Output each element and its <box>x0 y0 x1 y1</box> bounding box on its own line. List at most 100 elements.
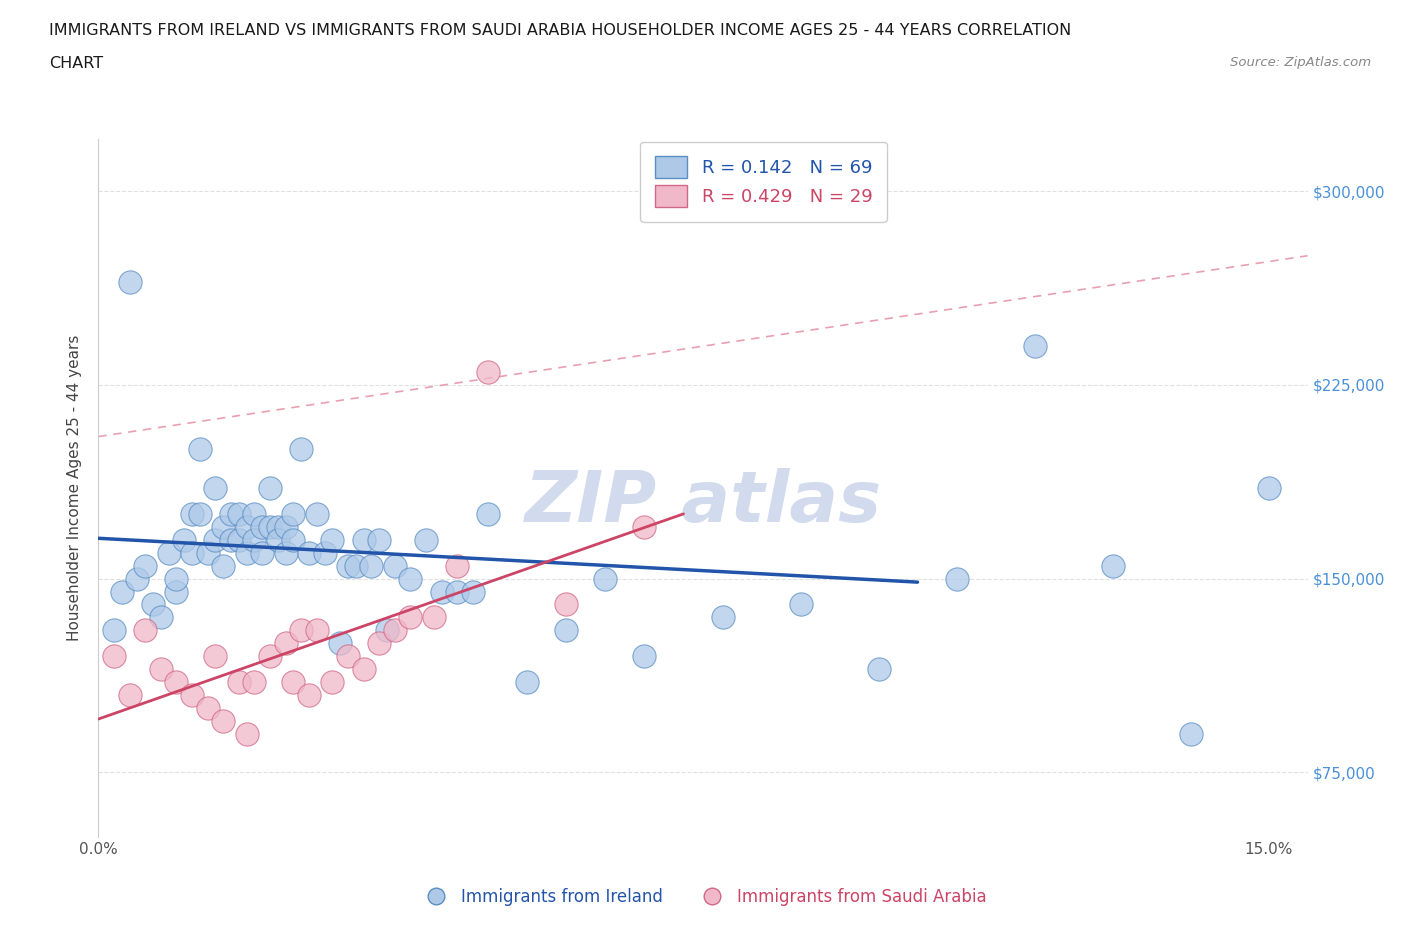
Point <box>305 507 328 522</box>
Point <box>477 365 499 379</box>
Point <box>290 623 312 638</box>
Point <box>353 661 375 676</box>
Text: IMMIGRANTS FROM IRELAND VS IMMIGRANTS FROM SAUDI ARABIA HOUSEHOLDER INCOME AGES : IMMIGRANTS FROM IRELAND VS IMMIGRANTS FR… <box>49 23 1071 38</box>
Point <box>633 649 655 664</box>
Point <box>368 533 391 548</box>
Point <box>228 507 250 522</box>
Point <box>321 533 343 548</box>
Point <box>1257 481 1279 496</box>
Point <box>283 507 305 522</box>
Point <box>274 545 297 560</box>
Point <box>204 481 226 496</box>
Point <box>337 558 360 573</box>
Point <box>181 687 204 702</box>
Point <box>188 442 211 457</box>
Legend: Immigrants from Ireland, Immigrants from Saudi Arabia: Immigrants from Ireland, Immigrants from… <box>412 881 994 912</box>
Point <box>321 674 343 689</box>
Point <box>173 533 195 548</box>
Point <box>267 520 290 535</box>
Point <box>329 636 352 651</box>
Point <box>789 597 811 612</box>
Point <box>555 597 578 612</box>
Point <box>314 545 336 560</box>
Point <box>430 584 453 599</box>
Point <box>252 545 274 560</box>
Point <box>252 520 274 535</box>
Point <box>399 610 422 625</box>
Point <box>868 661 890 676</box>
Point <box>157 545 180 560</box>
Point <box>711 610 734 625</box>
Point <box>212 713 235 728</box>
Point <box>212 520 235 535</box>
Point <box>235 545 257 560</box>
Point <box>555 623 578 638</box>
Point <box>290 442 312 457</box>
Point <box>127 571 149 586</box>
Point <box>118 274 141 289</box>
Point <box>243 674 266 689</box>
Point <box>204 649 226 664</box>
Point <box>368 636 391 651</box>
Point <box>149 610 172 625</box>
Point <box>165 674 187 689</box>
Point <box>103 649 125 664</box>
Point <box>274 636 297 651</box>
Point <box>274 520 297 535</box>
Point <box>461 584 484 599</box>
Point <box>134 623 156 638</box>
Point <box>103 623 125 638</box>
Point <box>219 507 242 522</box>
Point <box>298 687 321 702</box>
Point <box>298 545 321 560</box>
Point <box>446 584 468 599</box>
Point <box>375 623 398 638</box>
Point <box>945 571 967 586</box>
Point <box>344 558 367 573</box>
Point <box>1101 558 1123 573</box>
Point <box>259 481 281 496</box>
Point <box>134 558 156 573</box>
Point <box>235 520 257 535</box>
Point <box>228 674 250 689</box>
Y-axis label: Householder Income Ages 25 - 44 years: Householder Income Ages 25 - 44 years <box>67 335 83 642</box>
Point <box>212 558 235 573</box>
Point <box>1024 339 1046 353</box>
Point <box>337 649 360 664</box>
Point <box>204 533 226 548</box>
Text: Source: ZipAtlas.com: Source: ZipAtlas.com <box>1230 56 1371 69</box>
Point <box>1180 726 1202 741</box>
Point <box>181 545 204 560</box>
Point <box>219 533 242 548</box>
Point <box>118 687 141 702</box>
Point <box>595 571 617 586</box>
Point <box>235 726 257 741</box>
Point <box>384 623 406 638</box>
Point <box>399 571 422 586</box>
Point <box>415 533 437 548</box>
Point <box>384 558 406 573</box>
Point <box>633 520 655 535</box>
Point <box>197 700 219 715</box>
Point <box>197 545 219 560</box>
Text: ZIP atlas: ZIP atlas <box>524 468 882 537</box>
Point <box>228 533 250 548</box>
Point <box>360 558 382 573</box>
Point <box>165 584 187 599</box>
Point <box>259 520 281 535</box>
Point <box>283 533 305 548</box>
Point <box>243 507 266 522</box>
Point <box>446 558 468 573</box>
Point <box>181 507 204 522</box>
Point <box>111 584 134 599</box>
Point <box>165 571 187 586</box>
Point <box>149 661 172 676</box>
Point <box>423 610 446 625</box>
Point <box>477 507 499 522</box>
Point <box>188 507 211 522</box>
Point <box>142 597 165 612</box>
Point <box>283 674 305 689</box>
Point <box>259 649 281 664</box>
Point <box>353 533 375 548</box>
Point <box>305 623 328 638</box>
